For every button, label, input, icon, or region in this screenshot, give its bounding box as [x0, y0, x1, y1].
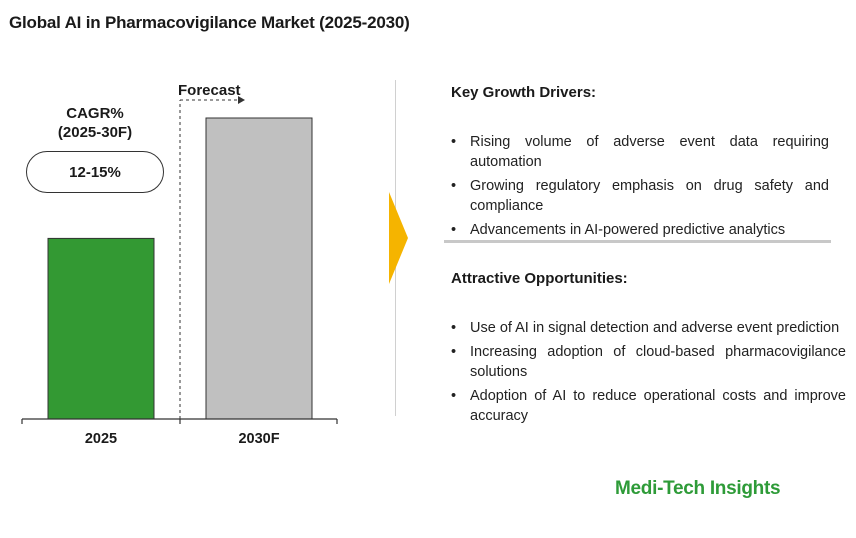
- cagr-label: CAGR% (2025-30F): [40, 104, 150, 142]
- driver-item: Growing regulatory emphasis on drug safe…: [451, 176, 829, 216]
- x-tick-label: 2030F: [238, 431, 279, 447]
- drivers-list: Rising volume of adverse event data requ…: [451, 132, 829, 244]
- forecast-label: Forecast: [178, 82, 241, 99]
- opportunity-item: Adoption of AI to reduce operational cos…: [451, 386, 846, 426]
- cagr-label-line1: CAGR%: [66, 105, 124, 122]
- cagr-label-line2: (2025-30F): [57, 124, 133, 141]
- driver-item: Rising volume of adverse event data requ…: [451, 132, 829, 172]
- bar-2030f: [205, 117, 313, 420]
- brand-logo: Medi-Tech Insights: [615, 478, 781, 499]
- driver-item: Advancements in AI-powered predictive an…: [451, 220, 829, 240]
- arrow-right-icon: [389, 192, 408, 284]
- page-title: Global AI in Pharmacovigilance Market (2…: [9, 13, 410, 32]
- cagr-value-pill: 12-15%: [26, 151, 164, 193]
- x-tick-label: 2025: [85, 431, 117, 447]
- opportunities-title: Attractive Opportunities:: [451, 270, 628, 287]
- opportunity-item: Use of AI in signal detection and advers…: [451, 318, 846, 338]
- opportunities-list: Use of AI in signal detection and advers…: [451, 318, 846, 430]
- section-separator: [444, 240, 831, 243]
- opportunity-item: Increasing adoption of cloud-based pharm…: [451, 342, 846, 382]
- bar-2025: [47, 237, 155, 420]
- drivers-title: Key Growth Drivers:: [451, 84, 597, 101]
- bar-chart: 2025 2030F: [21, 96, 338, 447]
- forecast-arrow-head: [238, 96, 245, 104]
